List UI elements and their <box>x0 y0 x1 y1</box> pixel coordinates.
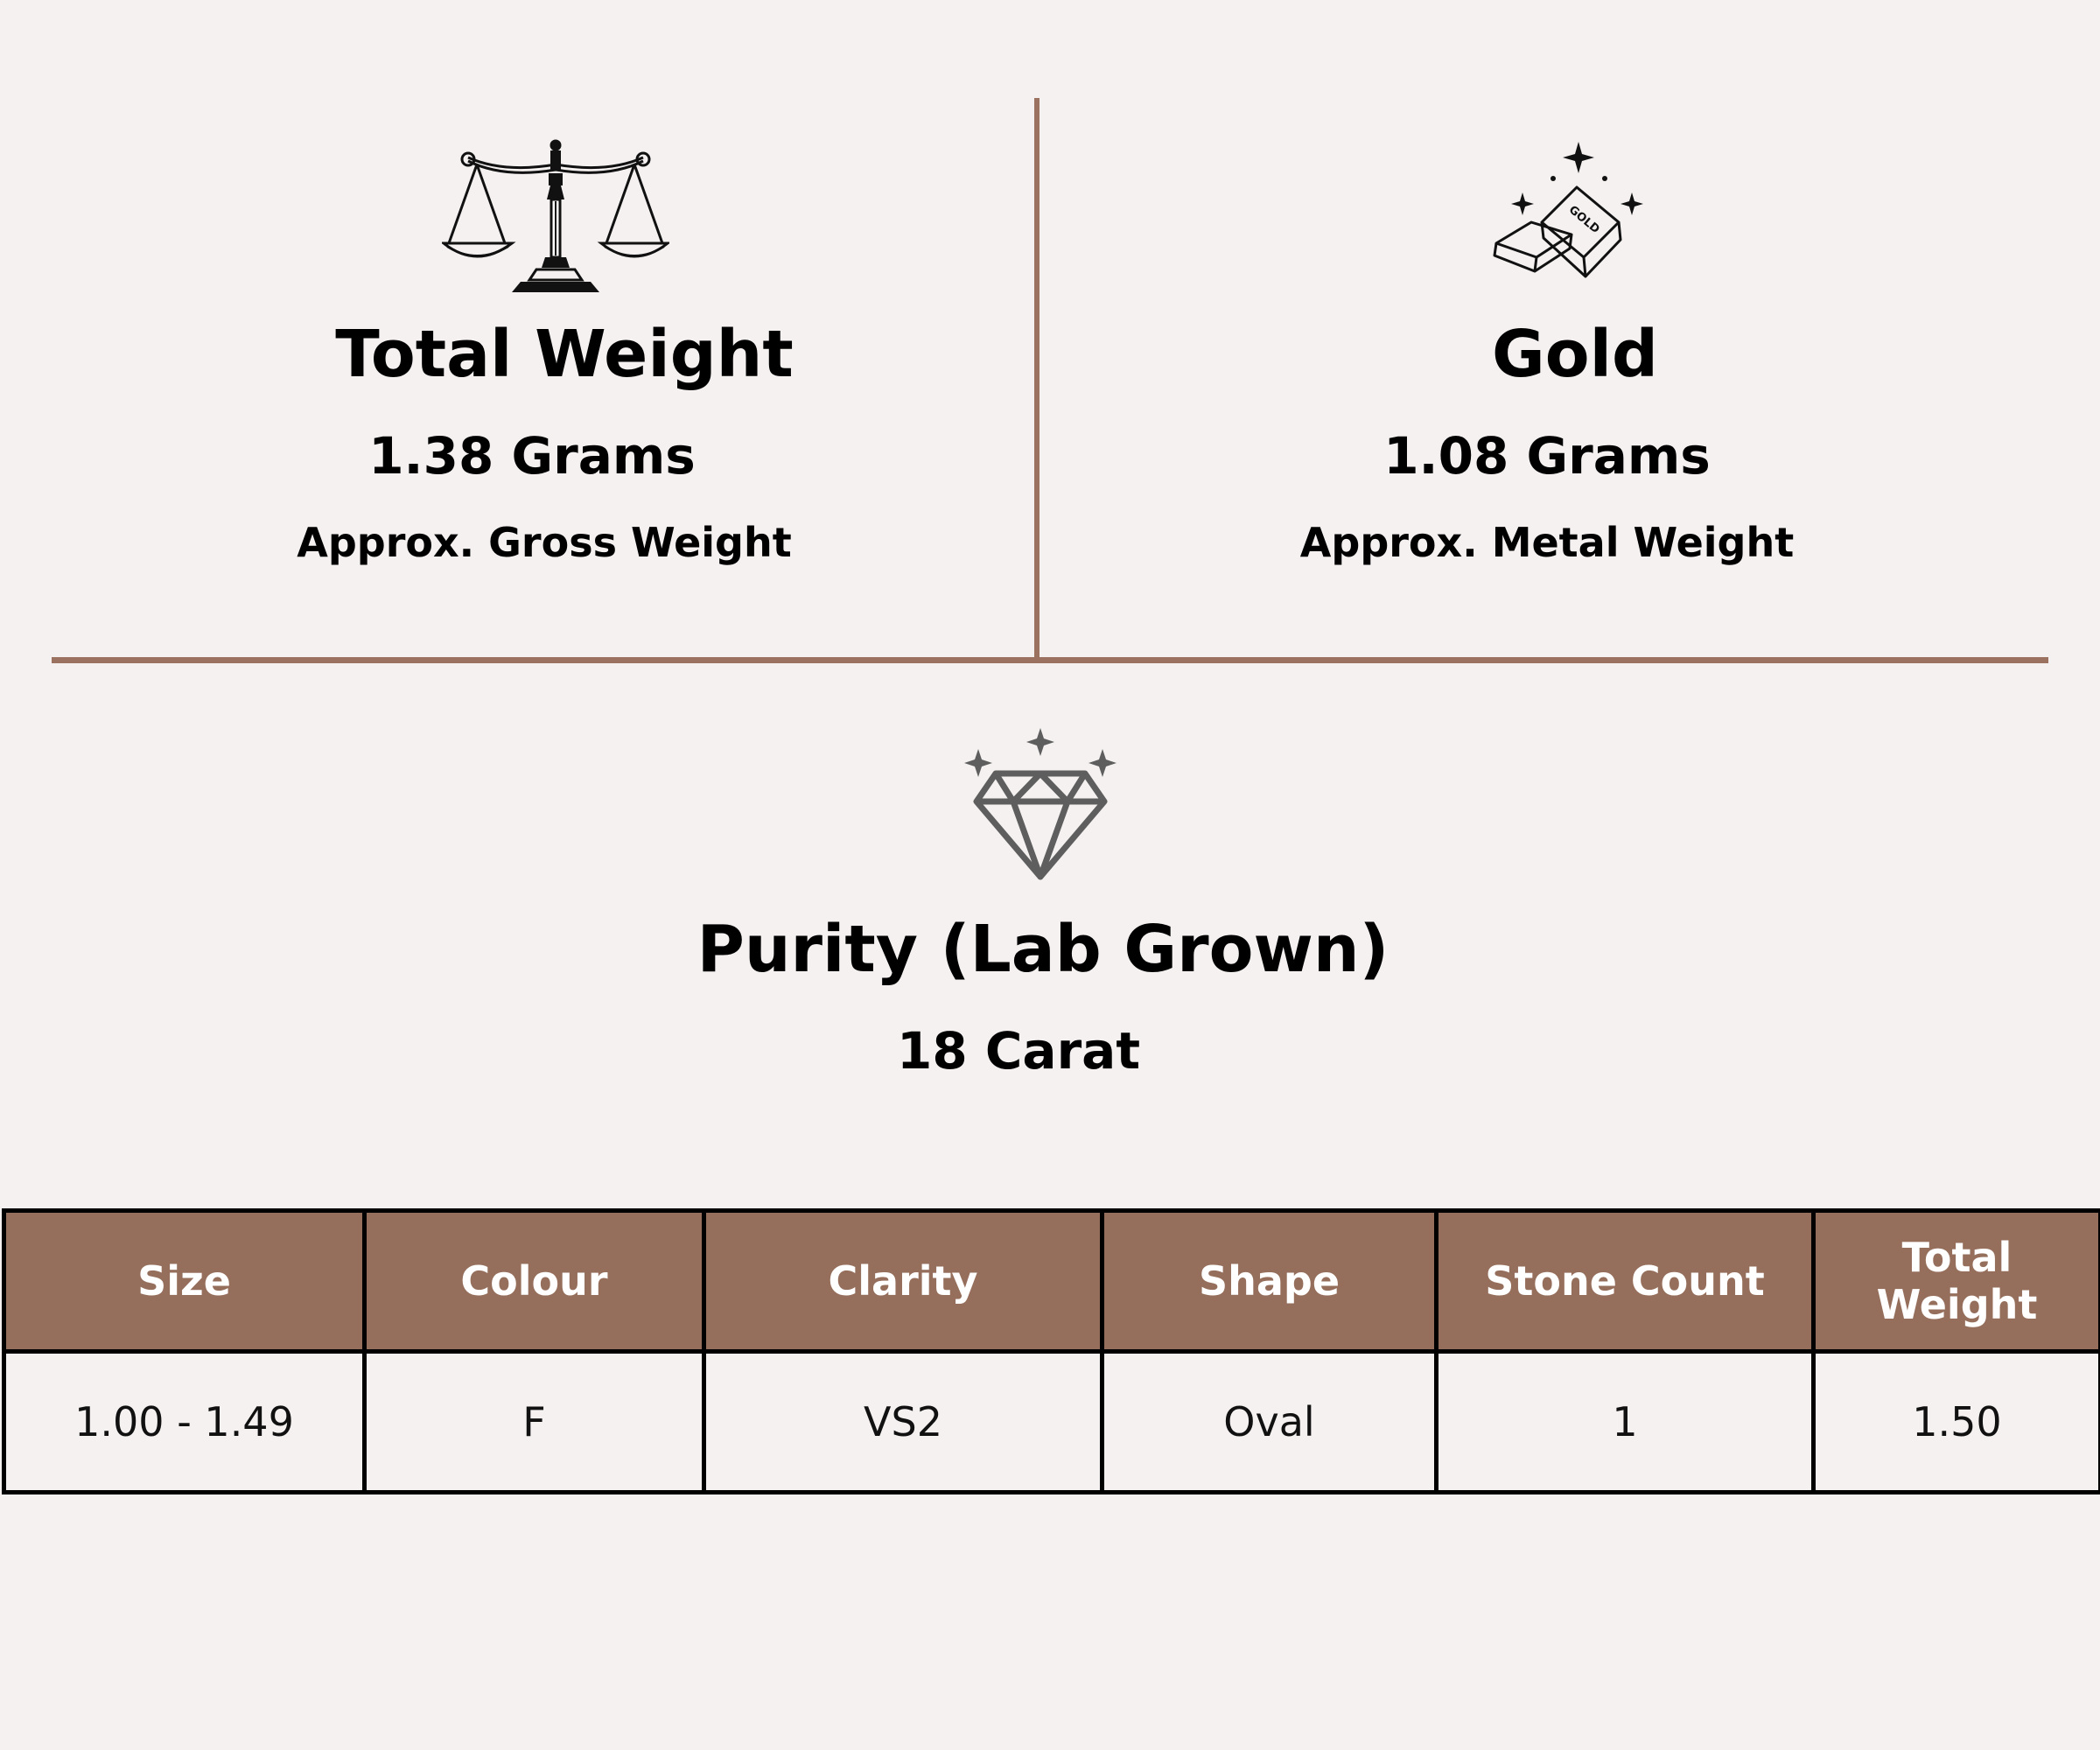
gold-title: Gold <box>1492 317 1658 392</box>
total-weight-title: Total Weight <box>335 317 794 392</box>
gold-bar-label: GOLD <box>1566 203 1602 236</box>
total-weight-value: 1.38 Grams <box>368 426 696 486</box>
header-total-weight: Total Weight <box>1811 1208 2100 1354</box>
vertical-divider <box>1034 98 1040 658</box>
cell-colour: F <box>362 1349 706 1494</box>
table-row: 1.00 - 1.49 F VS2 Oval 1 1.50 <box>2 1349 2100 1494</box>
cell-shape: Oval <box>1100 1349 1438 1494</box>
purity-value: 18 Carat <box>896 1021 1141 1081</box>
cell-total-weight: 1.50 <box>1811 1349 2100 1494</box>
metal-weight-caption: Approx. Metal Weight <box>1299 519 1795 566</box>
header-shape: Shape <box>1100 1208 1438 1354</box>
diamond-icon <box>959 726 1122 884</box>
horizontal-divider <box>52 657 2048 663</box>
cell-clarity: VS2 <box>702 1349 1104 1494</box>
gold-value: 1.08 Grams <box>1383 426 1711 486</box>
gold-bars-icon: GOLD <box>1488 138 1662 298</box>
purity-title: Purity (Lab Grown) <box>696 912 1390 987</box>
gross-weight-caption: Approx. Gross Weight <box>297 519 792 566</box>
cell-stone-count: 1 <box>1434 1349 1816 1494</box>
stone-details-table: Size Colour Clarity Shape Stone Count To… <box>2 1208 2100 1494</box>
header-size: Size <box>2 1208 367 1354</box>
cell-size: 1.00 - 1.49 <box>2 1349 367 1494</box>
balance-scale-icon <box>442 138 669 298</box>
table-header-row: Size Colour Clarity Shape Stone Count To… <box>2 1208 2100 1354</box>
header-stone-count: Stone Count <box>1434 1208 1816 1354</box>
header-clarity: Clarity <box>702 1208 1104 1354</box>
header-colour: Colour <box>362 1208 706 1354</box>
